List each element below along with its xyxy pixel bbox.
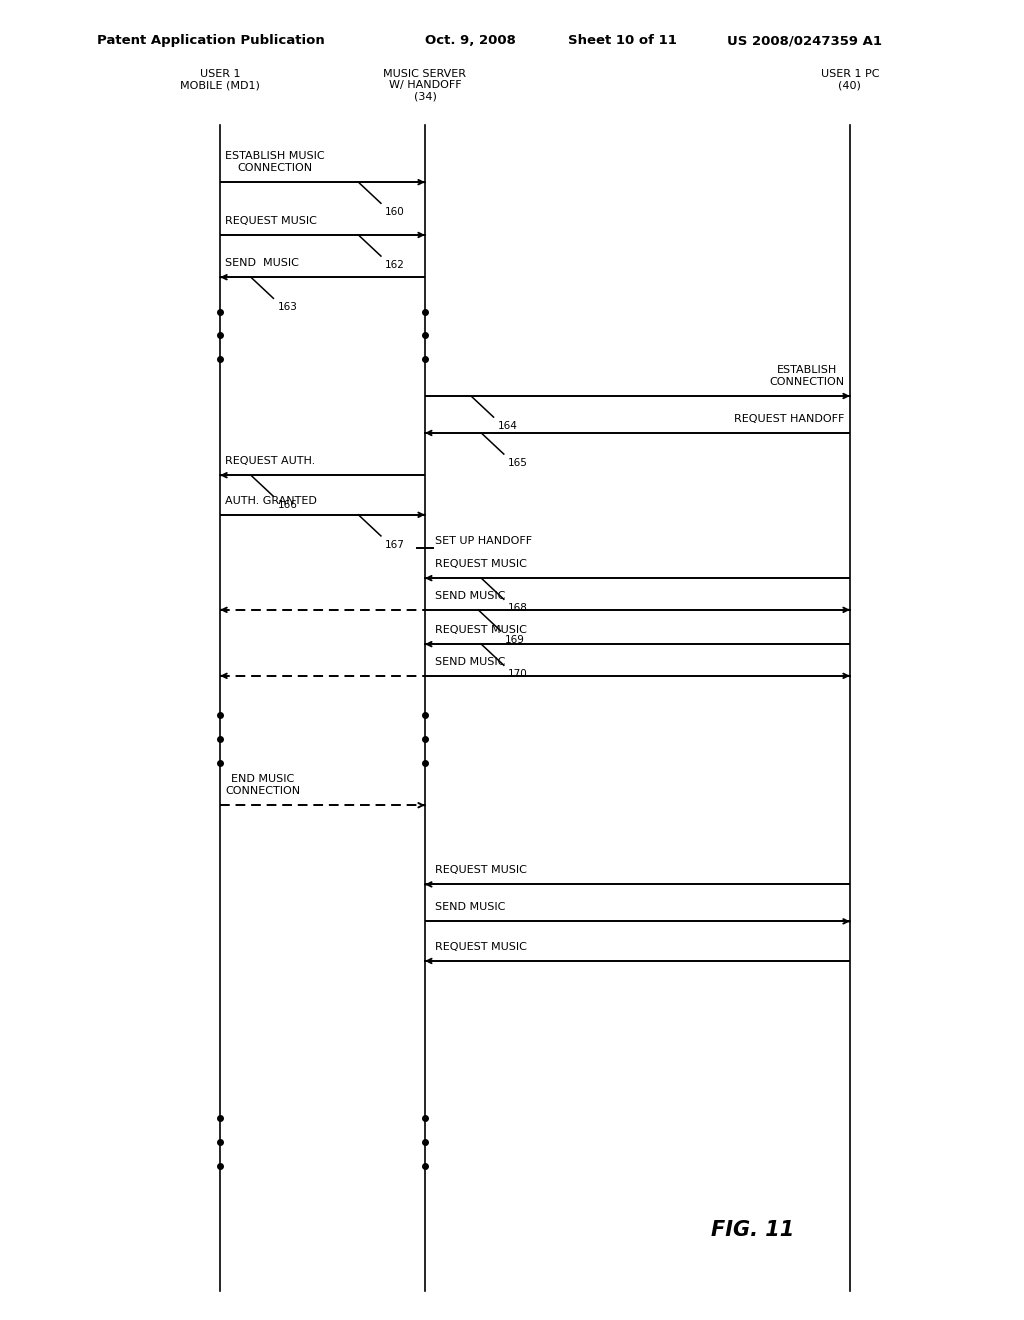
Text: Oct. 9, 2008: Oct. 9, 2008 <box>425 34 516 48</box>
Text: 163: 163 <box>278 302 297 313</box>
Text: 165: 165 <box>508 458 527 469</box>
Text: FIG. 11: FIG. 11 <box>711 1220 795 1241</box>
Text: 164: 164 <box>498 421 517 432</box>
Text: SEND MUSIC: SEND MUSIC <box>435 656 506 667</box>
Text: REQUEST HANDOFF: REQUEST HANDOFF <box>734 413 845 424</box>
Text: AUTH. GRANTED: AUTH. GRANTED <box>225 495 317 506</box>
Text: REQUEST MUSIC: REQUEST MUSIC <box>435 558 527 569</box>
Text: US 2008/0247359 A1: US 2008/0247359 A1 <box>727 34 882 48</box>
Text: Patent Application Publication: Patent Application Publication <box>97 34 325 48</box>
Text: USER 1
MOBILE (MD1): USER 1 MOBILE (MD1) <box>180 69 260 90</box>
Text: REQUEST MUSIC: REQUEST MUSIC <box>225 215 317 226</box>
Text: 168: 168 <box>508 603 527 614</box>
Text: USER 1 PC
(40): USER 1 PC (40) <box>820 69 880 90</box>
Text: MUSIC SERVER
W/ HANDOFF
(34): MUSIC SERVER W/ HANDOFF (34) <box>383 69 467 102</box>
Text: REQUEST AUTH.: REQUEST AUTH. <box>225 455 315 466</box>
Text: REQUEST MUSIC: REQUEST MUSIC <box>435 624 527 635</box>
Text: 170: 170 <box>508 669 527 680</box>
Text: 169: 169 <box>505 635 524 645</box>
Text: SEND MUSIC: SEND MUSIC <box>435 590 506 601</box>
Text: 162: 162 <box>385 260 404 271</box>
Text: 166: 166 <box>278 500 297 511</box>
Text: END MUSIC
CONNECTION: END MUSIC CONNECTION <box>225 775 300 796</box>
Text: Sheet 10 of 11: Sheet 10 of 11 <box>568 34 677 48</box>
Text: ESTABLISH
CONNECTION: ESTABLISH CONNECTION <box>770 366 845 387</box>
Text: SET UP HANDOFF: SET UP HANDOFF <box>435 536 532 546</box>
Text: REQUEST MUSIC: REQUEST MUSIC <box>435 941 527 952</box>
Text: SEND  MUSIC: SEND MUSIC <box>225 257 299 268</box>
Text: 167: 167 <box>385 540 404 550</box>
Text: SEND MUSIC: SEND MUSIC <box>435 902 506 912</box>
Text: 160: 160 <box>385 207 404 218</box>
Text: REQUEST MUSIC: REQUEST MUSIC <box>435 865 527 875</box>
Text: ESTABLISH MUSIC
CONNECTION: ESTABLISH MUSIC CONNECTION <box>225 152 325 173</box>
